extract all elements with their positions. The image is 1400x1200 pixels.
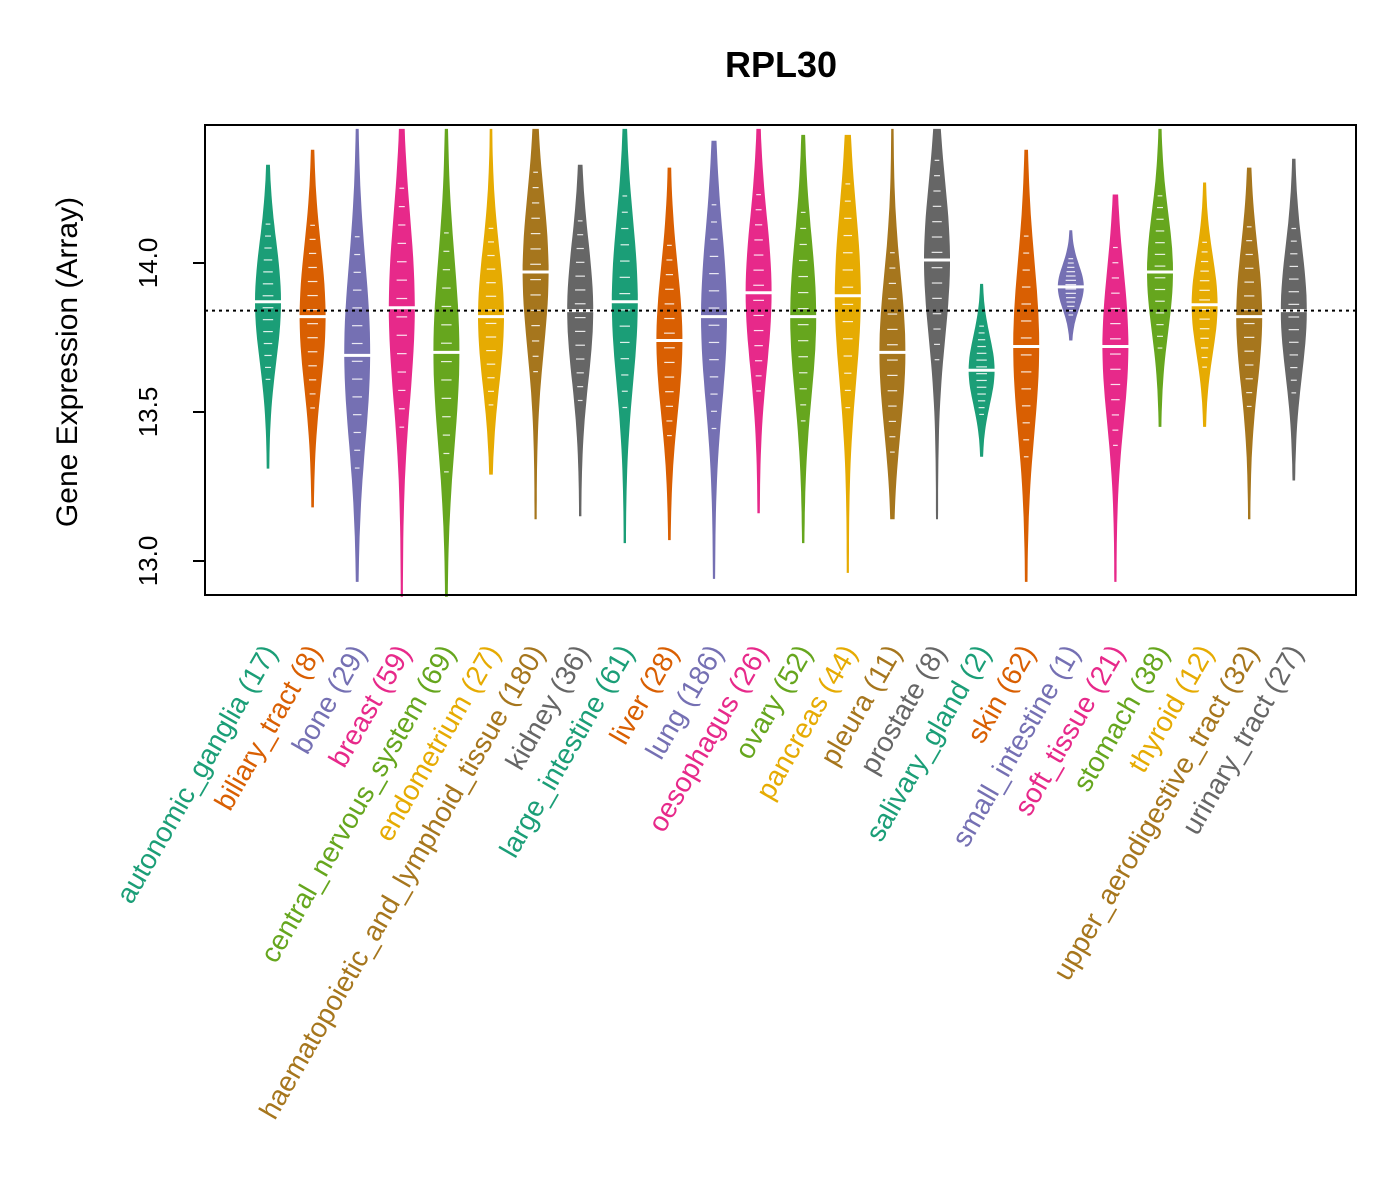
violin-large_intestine xyxy=(611,128,638,544)
violin-prostate xyxy=(924,128,950,520)
chart-title: RPL30 xyxy=(725,44,837,85)
y-tick-label: 13.0 xyxy=(133,536,163,587)
violin-liver xyxy=(656,167,683,541)
violin-biliary_tract xyxy=(299,149,326,508)
violin-ovary xyxy=(790,134,817,544)
violin-autonomic_ganglia xyxy=(255,164,281,469)
violin-oesophagus xyxy=(745,128,772,514)
y-tick-label: 13.5 xyxy=(133,387,163,438)
violin-skin xyxy=(1013,149,1040,582)
violin-upper_aerodigestive_tract xyxy=(1236,167,1263,520)
violin-breast xyxy=(388,128,415,597)
violin-soft_tissue xyxy=(1102,194,1129,582)
violin-kidney xyxy=(567,164,594,517)
violin-pancreas xyxy=(834,134,861,573)
violin-urinary_tract xyxy=(1280,158,1307,481)
y-axis: 13.0 13.5 14.0 xyxy=(133,238,205,587)
violin-central_nervous_system xyxy=(433,128,460,597)
violin-haematopoietic_and_lymphoid_tissue xyxy=(522,128,549,520)
y-tick-label: 14.0 xyxy=(133,238,163,289)
x-axis-labels: autonomic_ganglia (17)biliary_tract (8)b… xyxy=(110,640,1309,1125)
violin-pleura xyxy=(879,128,906,520)
violin-group xyxy=(254,128,1308,597)
plot-frame xyxy=(204,124,1357,596)
y-axis-label: Gene Expression (Array) xyxy=(51,197,84,527)
violin-endometrium xyxy=(478,128,504,475)
